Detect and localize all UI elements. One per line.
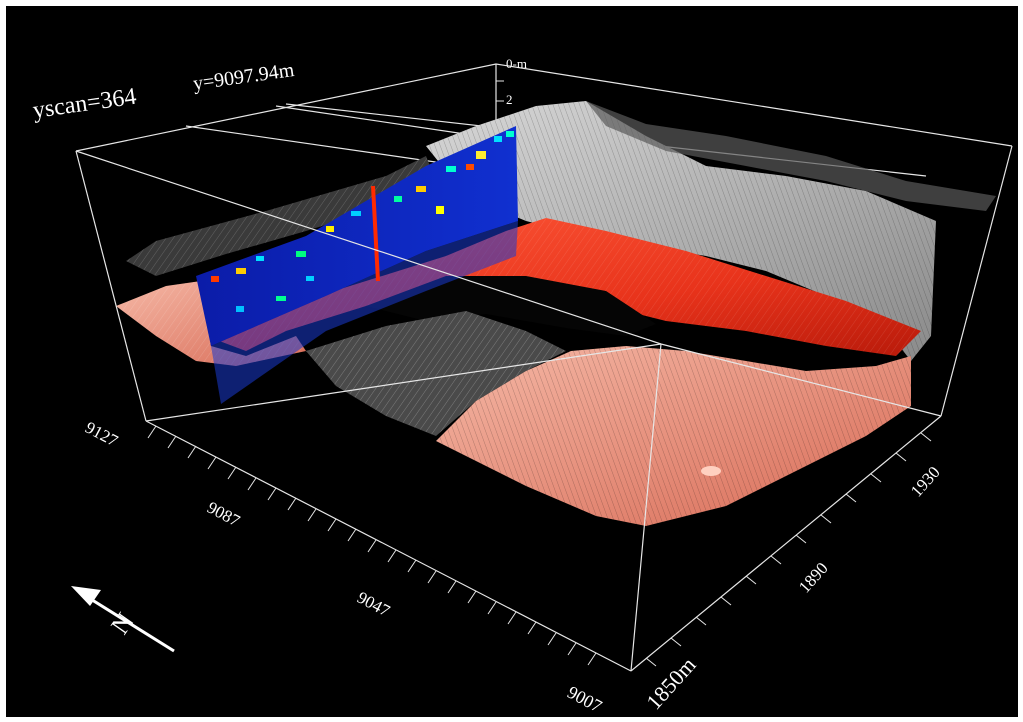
visualization-frame: yscan=364 y=9097.94m 0-m 2 9127 9087 904… — [6, 6, 1018, 717]
x-tick-9007: 9007 — [564, 682, 605, 717]
y-tick-1890: 1890 — [795, 559, 832, 597]
x-tick-9087: 9087 — [204, 498, 243, 531]
lower-surface-wire — [306, 311, 566, 436]
depth-tick-2: 2 — [506, 92, 513, 107]
y-coordinate-label: y=9097.94m — [192, 59, 296, 95]
gpr-vertical-anomaly — [371, 185, 380, 282]
scan-index-label: yscan=364 — [31, 84, 138, 124]
x-tick-9127: 9127 — [82, 418, 121, 451]
grey-surface — [426, 101, 996, 361]
bounding-box-front — [75, 145, 1013, 672]
pink-surface-left — [116, 281, 306, 366]
x-tick-9047: 9047 — [354, 588, 393, 621]
y-tick-1930: 1930 — [907, 463, 944, 501]
pink-surface-front — [436, 346, 911, 526]
gpr-anomalies — [211, 131, 514, 312]
north-arrow-icon: N — [71, 586, 175, 653]
gpr-radargram-section — [196, 126, 518, 404]
trench-gap — [366, 276, 656, 336]
axis-ticks — [147, 80, 932, 667]
upper-surface-left — [126, 156, 436, 276]
depth-tick-0: 0-m — [506, 56, 527, 71]
gpr-3d-volume: yscan=364 y=9097.94m 0-m 2 9127 9087 904… — [31, 56, 1013, 717]
